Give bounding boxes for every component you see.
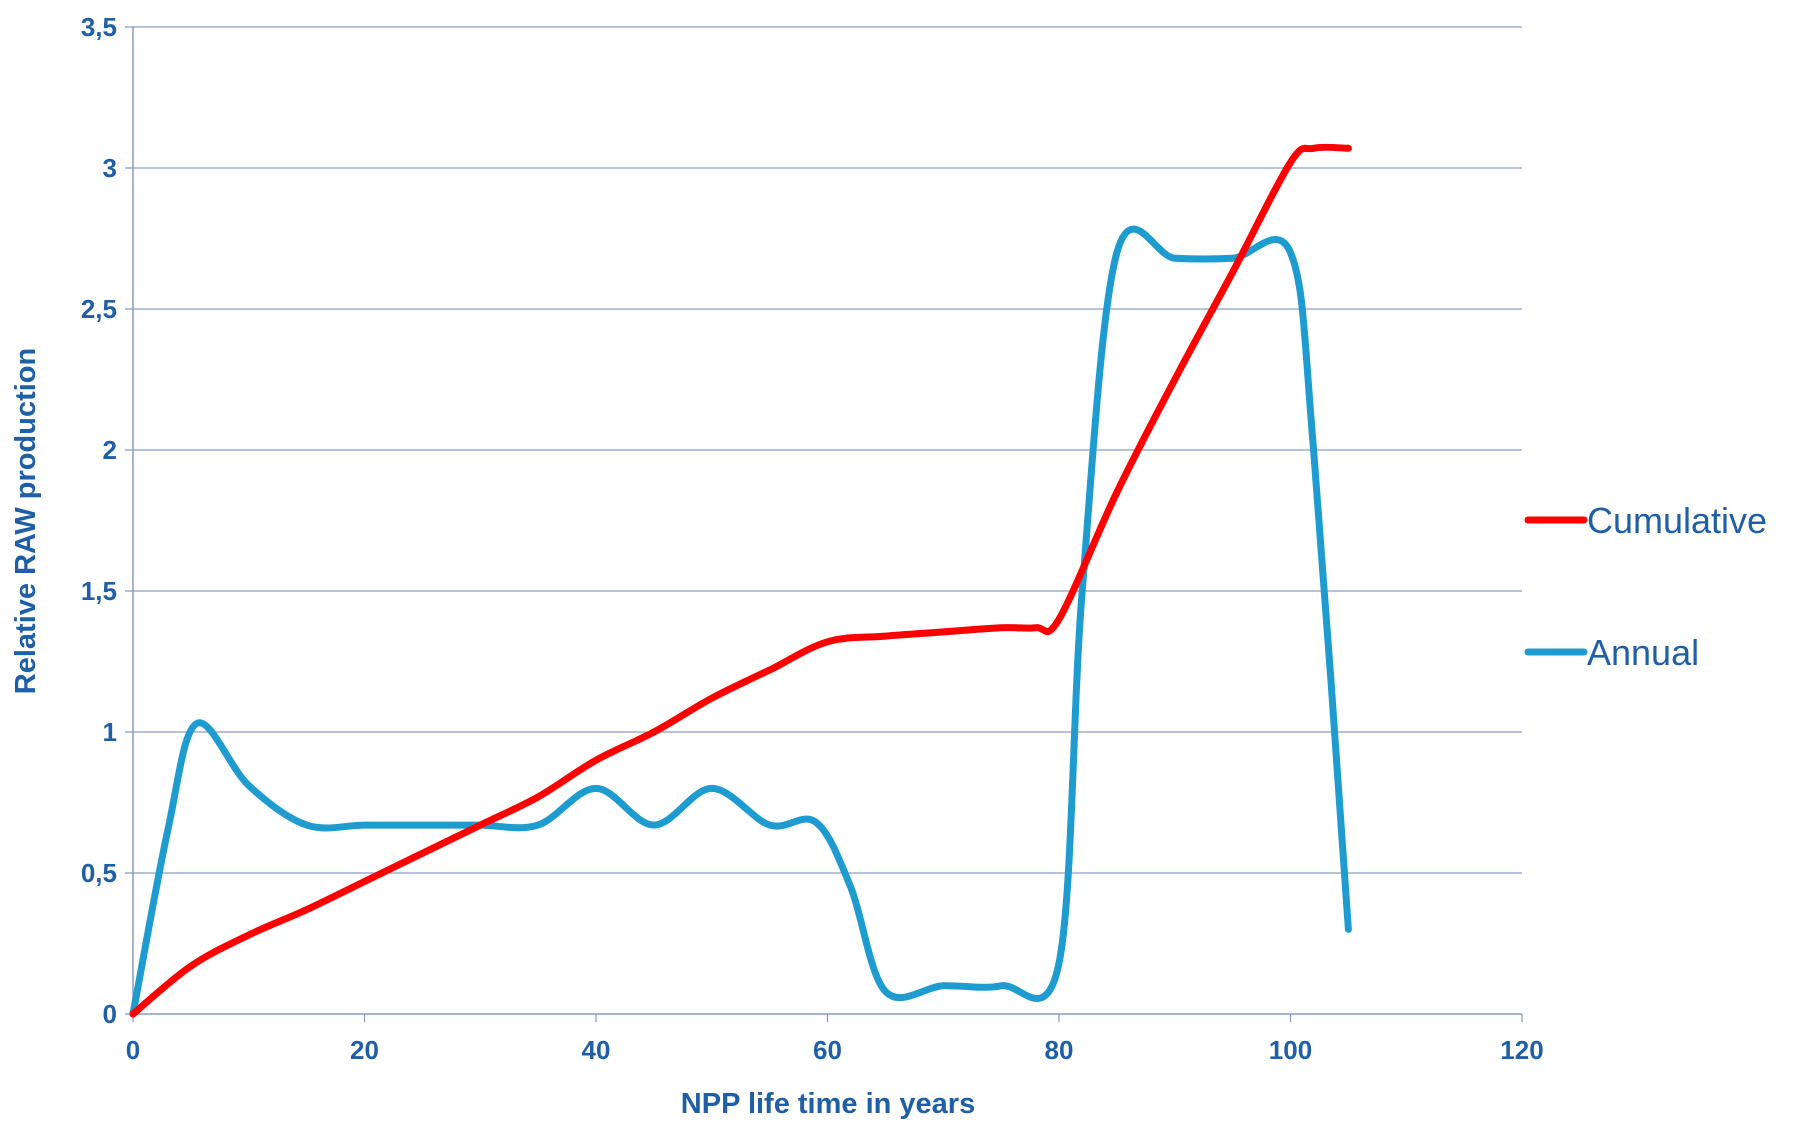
x-tick-label: 80 [1045,1035,1074,1065]
x-tick-label: 0 [126,1035,140,1065]
x-axis-title: NPP life time in years [681,1088,975,1120]
x-tick-label: 20 [350,1035,379,1065]
y-tick-label: 0,5 [81,858,117,888]
y-tick-label: 1 [103,717,117,747]
series-lines [129,143,1352,1018]
legend-label-annual: Annual [1587,632,1699,673]
legend-item-cumulative: Cumulative [1524,500,1767,541]
legend-label-cumulative: Cumulative [1587,500,1767,541]
axes [125,26,1523,1022]
y-tick-label: 3,5 [81,12,117,42]
x-tick-label: 120 [1500,1035,1543,1065]
legend: Cumulative Annual [1524,500,1767,673]
x-tick-label: 100 [1269,1035,1312,1065]
y-axis-title: Relative RAW production [10,348,42,694]
x-tick-label: 40 [582,1035,611,1065]
series-line-cumulative [129,143,1352,1018]
y-tick-label: 1,5 [81,576,117,606]
gridlines [133,26,1522,874]
y-tick-label: 3 [103,153,117,183]
tick-labels: 0 0,5 1 1,5 2 2,5 3 3,5 0 20 40 60 80 100 120 [81,12,1544,1065]
legend-item-annual: Annual [1524,632,1699,673]
y-tick-label: 2,5 [81,294,117,324]
y-tick-label: 2 [103,435,117,465]
x-tick-label: 60 [813,1035,842,1065]
y-tick-label: 0 [103,999,117,1029]
series-line-annual [129,225,1352,1018]
